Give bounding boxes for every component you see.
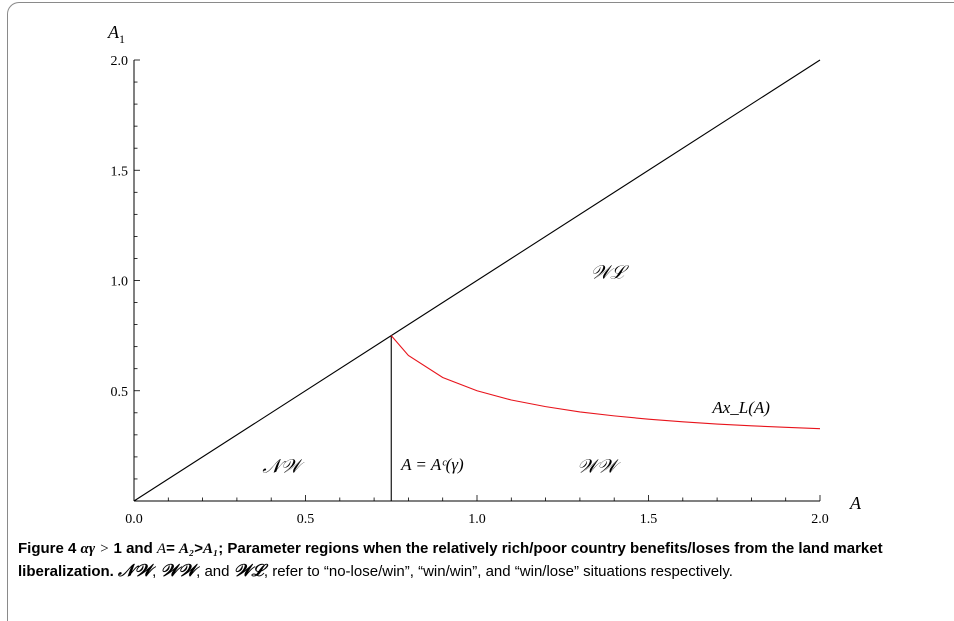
caption-comma-and: , and	[196, 563, 230, 580]
x-tick-label: 0.0	[125, 512, 143, 527]
caption-gt: >	[99, 541, 110, 557]
curve-label: Ax_L(A)	[711, 398, 770, 417]
caption-alpha-gamma: αγ	[80, 541, 96, 557]
caption-ww: 𝒲𝒲	[160, 561, 197, 580]
y-tick-label: 0.5	[111, 385, 129, 400]
threshold-label: A = Aᶜ(γ)	[400, 455, 464, 474]
x-axis-label: A	[849, 493, 862, 513]
plot-area: 0.0 0.5 1.0 1.5 2.0 0.5 1.0 1.5 2.0 A A1 𝒩𝒲 A = Aᶜ(γ…	[107, 22, 862, 527]
y-tick-label: 1.0	[111, 275, 129, 290]
black-line-series-0	[133, 59, 821, 502]
y-tick-label: 2.0	[111, 54, 129, 69]
caption-eq: =	[166, 540, 175, 557]
region-label-wl: 𝒲ℒ	[590, 262, 629, 283]
figure-caption: Figure 4 αγ > 1 and A= A₂>A₁; Parameter …	[18, 538, 938, 582]
x-tick-label: 1.0	[468, 512, 486, 527]
red-curve-series	[390, 335, 821, 430]
caption-gt2: >	[194, 540, 204, 557]
caption-A: A	[156, 541, 167, 557]
figure-number: Figure 4	[18, 540, 77, 557]
y-axis-label: A1	[107, 22, 125, 46]
region-label-ww: 𝒲𝒲	[577, 456, 621, 477]
caption-and: and	[126, 540, 153, 557]
caption-wl: 𝒲ℒ	[233, 561, 264, 580]
caption-bold-text: Parameter regions when the relatively ri…	[18, 540, 883, 580]
caption-comma1: ,	[152, 563, 157, 580]
x-tick-label: 2.0	[811, 512, 829, 527]
caption-rest: , refer to “no-lose/win”, “win/win”, and…	[263, 563, 733, 580]
caption-semicolon: ;	[218, 540, 224, 557]
caption-A1: A₁	[203, 541, 219, 557]
x-tick-label: 1.5	[640, 512, 658, 527]
caption-A2: A₂	[179, 541, 195, 557]
region-label-nw: 𝒩𝒲	[262, 456, 304, 477]
figure-frame	[7, 2, 954, 621]
caption-nw: 𝒩𝒲	[118, 561, 153, 580]
x-tick-label: 0.5	[297, 512, 315, 527]
y-tick-label: 1.5	[111, 164, 129, 179]
caption-one: 1	[113, 540, 122, 557]
